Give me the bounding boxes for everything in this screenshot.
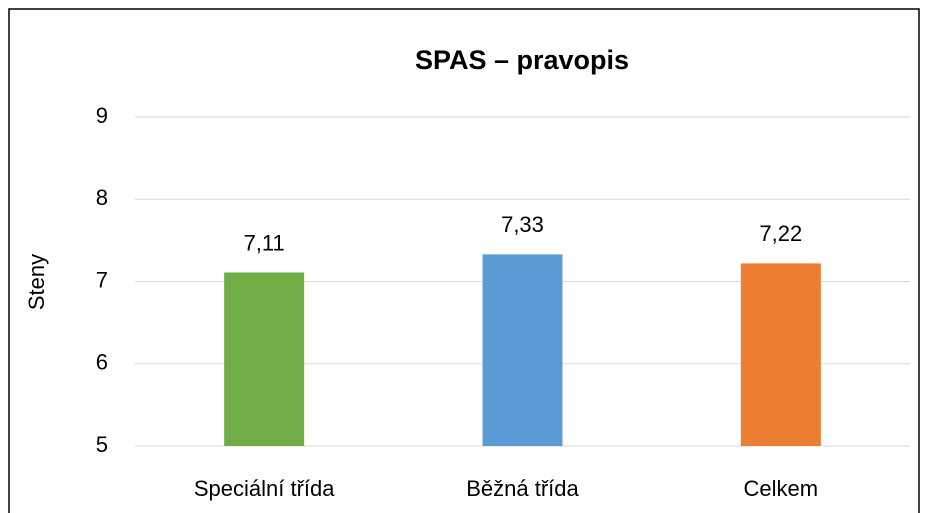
bar [740, 263, 821, 446]
value-label: 7,22 [759, 221, 802, 246]
x-tick-label: Speciální třída [194, 476, 335, 501]
y-tick-label: 6 [96, 350, 108, 375]
y-axis-label: Steny [24, 254, 49, 310]
x-tick-label: Běžná třída [466, 476, 579, 501]
chart-title: SPAS – pravopis [415, 45, 629, 75]
y-tick-label: 5 [96, 432, 108, 457]
value-label: 7,11 [244, 230, 285, 255]
value-label: 7,33 [501, 212, 544, 237]
bar [224, 272, 305, 446]
y-tick-label: 7 [96, 267, 108, 292]
x-tick-label: Celkem [744, 476, 819, 501]
bar [482, 254, 563, 446]
y-tick-label: 8 [96, 185, 108, 210]
y-tick-label: 9 [96, 103, 108, 128]
chart-frame [8, 8, 920, 513]
